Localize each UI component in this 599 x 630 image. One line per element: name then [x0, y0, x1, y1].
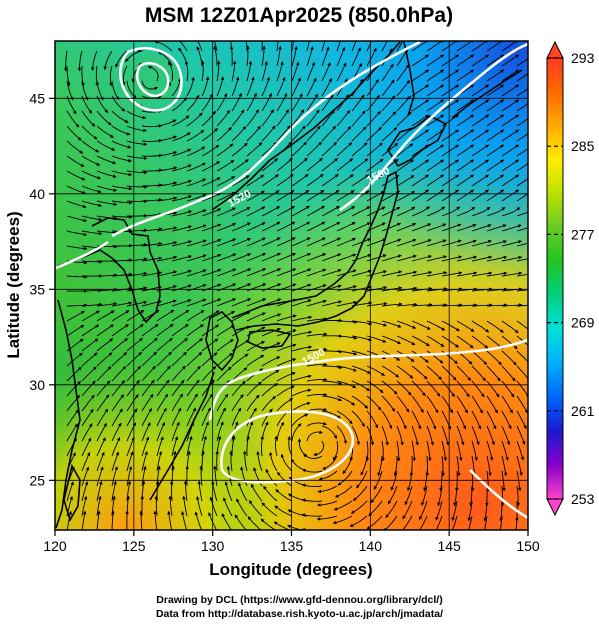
streamline: [416, 531, 427, 548]
streamline: [172, 481, 173, 501]
x-tick-label: 120: [43, 538, 67, 554]
x-tick-label: 135: [280, 538, 304, 554]
colorbar-tick-label: 277: [571, 226, 595, 242]
chart-title: MSM 12Z01Apr2025 (850.0hPa): [145, 4, 453, 27]
y-axis-ticks: 25 30 35 40 45: [29, 90, 55, 488]
colorbar-tick-label: 261: [571, 403, 595, 419]
x-tick-label: 130: [201, 538, 225, 554]
y-tick-label: 40: [29, 186, 45, 202]
streamline: [498, 531, 502, 551]
credit-drawing: Drawing by DCL (https://www.gfd-dennou.o…: [0, 594, 599, 606]
x-tick-label: 125: [122, 538, 146, 554]
credit-data: Data from http://database.rish.kyoto-u.a…: [0, 608, 599, 620]
streamline: [317, 531, 337, 533]
y-tick-label: 25: [29, 472, 45, 488]
y-tick-label: 30: [29, 377, 45, 393]
colorbar-bottom-arrow: [547, 499, 563, 515]
streamline: [333, 531, 352, 537]
colorbar-tick-label: 293: [571, 50, 595, 66]
streamline: [399, 531, 412, 546]
x-axis-ticks: 120 125 130 135 140 145 150: [43, 530, 540, 554]
colorbar-top-arrow: [547, 42, 563, 58]
colorbar-scale: [547, 58, 563, 499]
x-tick-label: 150: [516, 538, 540, 554]
streamline: [383, 531, 398, 545]
colorbar-tick-label: 253: [571, 491, 595, 507]
colorbar: 293 285 277 269 261 253: [547, 42, 595, 515]
colorbar-tick-label: 285: [571, 138, 595, 154]
y-tick-label: 35: [29, 281, 45, 297]
x-tick-label: 145: [437, 538, 461, 554]
x-tick-label: 140: [359, 538, 383, 554]
y-axis-label: Latitude (degrees): [4, 211, 23, 358]
y-tick-label: 45: [29, 90, 45, 106]
colorbar-tick-label: 269: [571, 315, 595, 331]
x-axis-label: Longitude (degrees): [209, 560, 372, 579]
streamline: [482, 531, 488, 550]
streamline: [465, 531, 472, 550]
streamline: [142, 496, 143, 516]
